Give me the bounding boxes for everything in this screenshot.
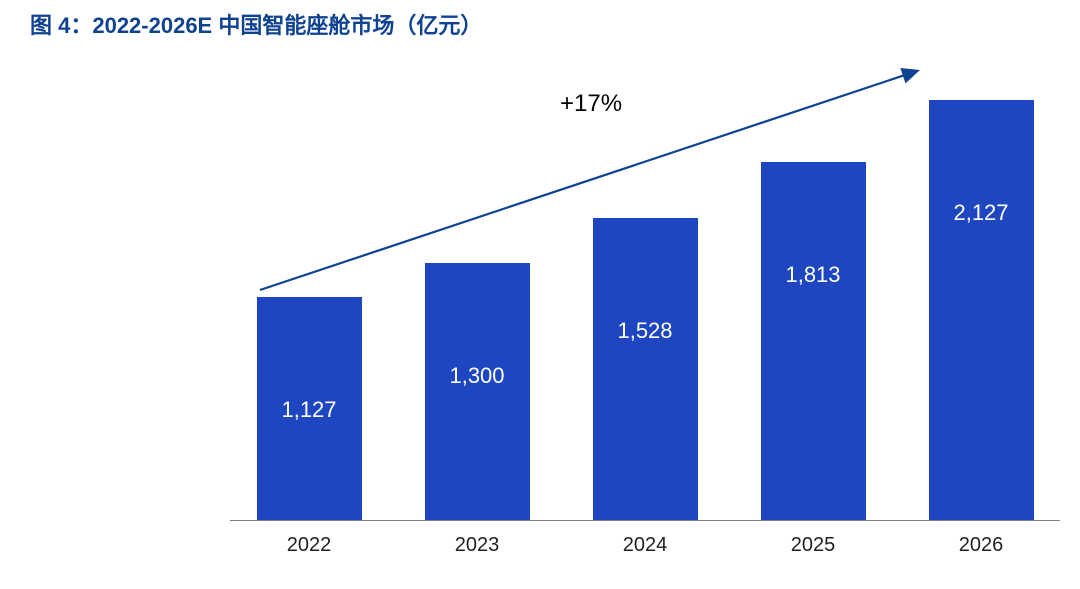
growth-rate-label: +17%	[560, 90, 622, 118]
chart-container: 图 4：2022-2026E 中国智能座舱市场（亿元） 1,12720221,3…	[0, 0, 1080, 589]
trend-arrow-head	[900, 68, 920, 83]
trend-arrow	[0, 0, 1080, 589]
